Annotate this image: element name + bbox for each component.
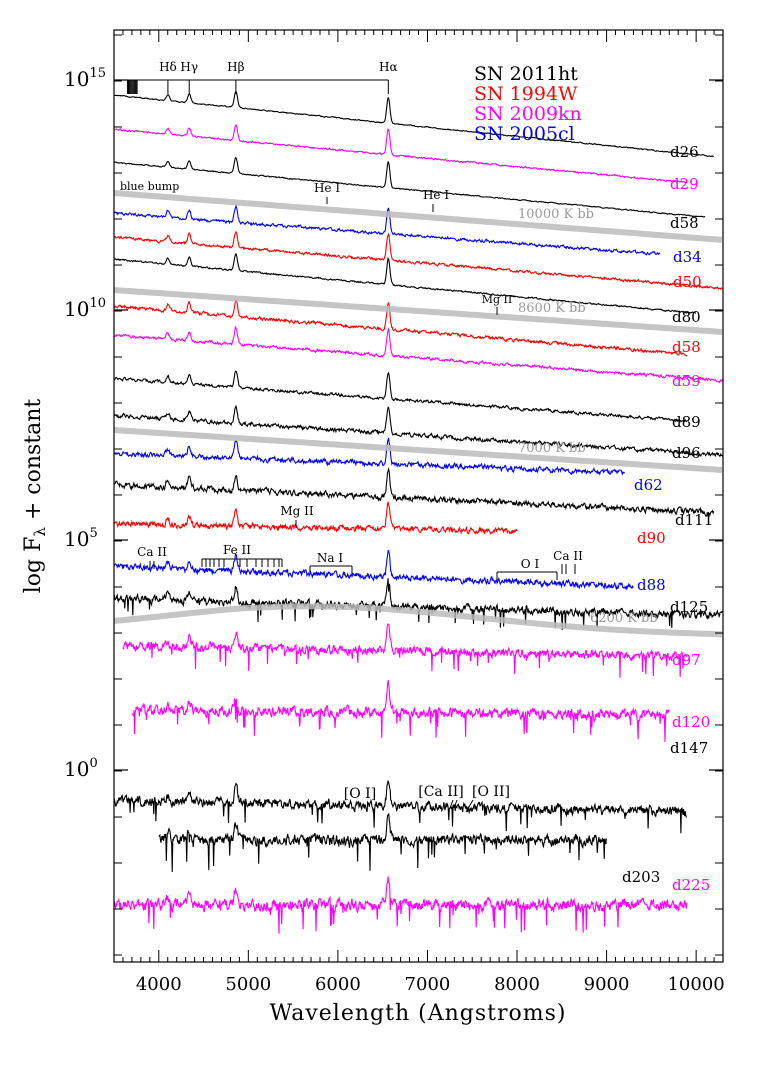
spectrum-d29 (113, 124, 688, 184)
line-annotation: [O I] (344, 786, 376, 802)
spectrum-d203 (158, 813, 607, 873)
line-annotation: He I (423, 188, 449, 202)
axes-layer: 4000 5000 6000 7000 8000 9000 10000 1015 1010 105… (64, 30, 725, 995)
series-label: d26 (670, 143, 699, 161)
series-label: d58 (672, 338, 701, 356)
x-tick-label: 8000 (494, 974, 540, 995)
spectrum-d111 (114, 467, 715, 518)
legend-entry: SN 2011ht (474, 63, 578, 85)
series-label: d120 (672, 713, 710, 731)
balmer-label: Hβ (227, 60, 244, 74)
spectrum-d96 (113, 404, 724, 458)
line-annotation: [O II] (472, 784, 510, 800)
spectrum-d50 (113, 230, 723, 290)
blackbody-curve (113, 603, 723, 638)
line-annotation: Ca II (137, 545, 167, 559)
blackbody-label: 7000 K bb (518, 441, 586, 456)
series-label: d225 (672, 876, 710, 894)
annotation-layer: Hδ Hγ Hβ Hα blue bump He I He I Mg II Mg II Ca II… (120, 60, 583, 813)
line-annotation: Ca II (553, 549, 583, 563)
series-label: d80 (672, 308, 701, 326)
series-label: d111 (675, 511, 713, 529)
line-annotation: [Ca II] (418, 784, 464, 800)
series-label: d29 (670, 175, 699, 193)
series-label: d90 (637, 529, 666, 547)
series-label: d96 (672, 444, 701, 462)
x-axis-label: Wavelength (Angstroms) (270, 1001, 567, 1026)
series-label: d62 (634, 476, 663, 494)
y-axis-label: log Fλ + constant (21, 399, 49, 594)
blackbody-curve (113, 427, 723, 473)
line-annotation: Na I (317, 551, 343, 565)
x-tick-label: 10000 (667, 974, 724, 995)
x-tick-label: 7000 (405, 974, 451, 995)
spectrum-d58 (113, 299, 688, 357)
line-annotation: Mg II (280, 504, 314, 518)
y-tick-label: 100 (64, 756, 98, 781)
legend-entry: SN 2009kn (474, 103, 582, 125)
blackbody-layer: 10000 K bb 8600 K bb 7000 K bb 6200 K bb (113, 190, 723, 638)
series-label: d147 (670, 739, 708, 757)
series-label: d203 (622, 868, 660, 886)
series-label: d88 (637, 576, 666, 594)
legend-entry: SN 2005cl (474, 123, 575, 145)
spectrum-d88 (113, 549, 634, 591)
spectrum-d89 (113, 370, 688, 424)
spectrum-d225 (113, 876, 688, 934)
legend-entry: SN 1994W (474, 83, 578, 105)
x-tick-label: 9000 (584, 974, 630, 995)
x-tick-label: 4000 (136, 974, 182, 995)
spectrum-d90 (113, 501, 518, 535)
y-tick-label: 105 (64, 526, 98, 551)
series-label: d50 (673, 273, 702, 291)
spectrum-d62 (113, 437, 625, 476)
blackbody-label: 8600 K bb (518, 301, 586, 316)
blackbody-label: 10000 K bb (518, 207, 594, 222)
balmer-label: Hγ (180, 60, 198, 74)
y-tick-label: 1015 (64, 66, 106, 91)
spectrum-d80 (113, 252, 697, 314)
spectrum-d147 (113, 780, 687, 834)
line-annotation: O I (521, 557, 540, 571)
balmer-label: Hδ (159, 60, 177, 74)
blackbody-curve (113, 287, 723, 335)
series-label: d125 (670, 598, 708, 616)
spectrum-d58 (113, 157, 706, 218)
series-label: d59 (672, 372, 701, 390)
series-label: d58 (670, 214, 699, 232)
line-annotation: Mg II (482, 293, 513, 306)
series-label: d34 (673, 248, 702, 266)
series-label-layer: d26 d29 d58 d34 d50 d80 d58 d59 d89 d96 d62 d111 d90… (622, 143, 713, 894)
x-tick-label: 5000 (225, 974, 271, 995)
spectra-layer (113, 90, 724, 934)
blackbody-label: 6200 K bb (590, 611, 658, 626)
spectrum-d59 (113, 325, 724, 384)
spectrum-d26 (114, 90, 714, 158)
spectrum-d125 (113, 578, 724, 630)
series-label: d97 (672, 651, 701, 669)
y-tick-label: 1010 (64, 296, 106, 321)
balmer-label: Hα (379, 60, 398, 74)
series-label: d89 (672, 413, 701, 431)
line-annotation: blue bump (120, 180, 179, 193)
spectrum-d97 (122, 623, 688, 678)
line-annotation: He I (314, 181, 340, 195)
x-tick-label: 6000 (315, 974, 361, 995)
spectrum-d120 (131, 680, 670, 743)
blackbody-curve (113, 190, 723, 243)
line-annotation: Fe II (223, 543, 251, 557)
